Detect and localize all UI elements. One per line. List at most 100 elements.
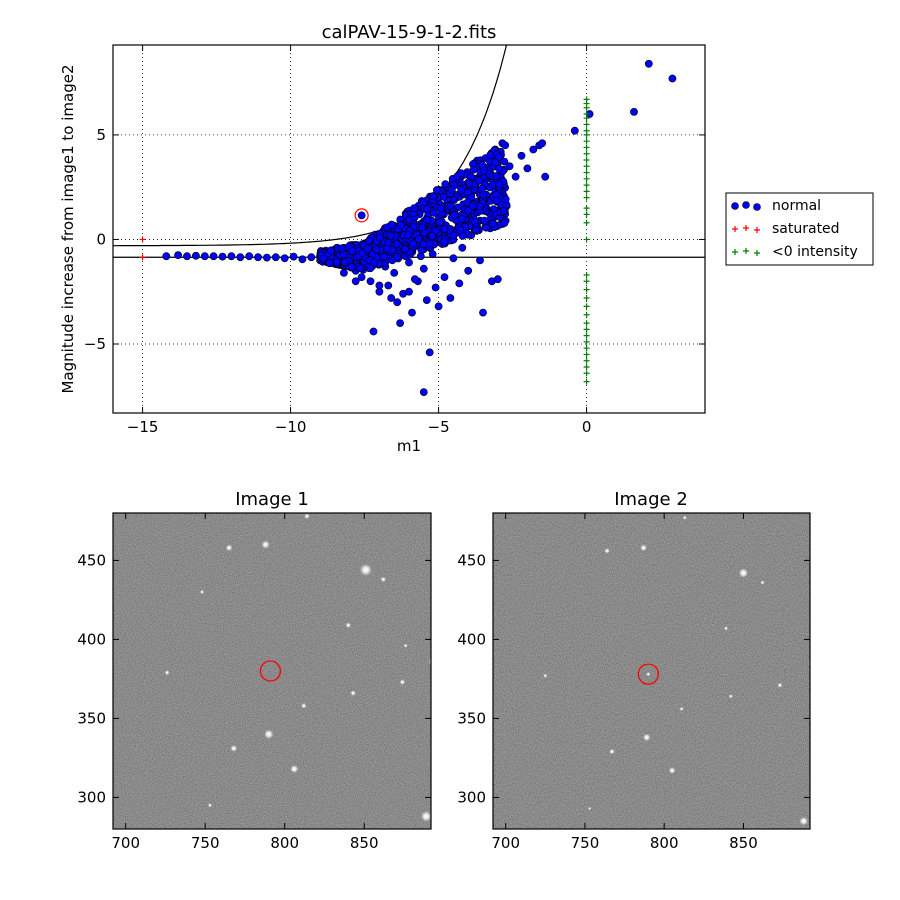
normal-point [456, 169, 465, 177]
normal-point [209, 252, 218, 261]
normal-point [262, 253, 271, 262]
normal-point [289, 252, 298, 261]
negative-intensity-point [583, 104, 590, 111]
normal-point [174, 251, 182, 259]
normal-point [493, 275, 502, 284]
normal-point [307, 253, 316, 262]
normal-point [339, 268, 348, 277]
negative-intensity-point [583, 332, 590, 339]
negative-intensity-point [583, 311, 590, 318]
x-tick-label: 0 [582, 418, 592, 436]
normal-point [441, 180, 450, 189]
normal-point [376, 233, 384, 242]
star [609, 748, 615, 755]
scatter-frame [112, 44, 706, 414]
target-circle [637, 663, 659, 685]
normal-point [200, 252, 209, 261]
normal-point [437, 204, 445, 213]
negative-intensity-point [583, 188, 590, 195]
normal-point [440, 237, 449, 246]
normal-point [392, 252, 401, 261]
normal-point [227, 252, 236, 261]
normal-point [191, 251, 200, 260]
normal-point [218, 252, 227, 261]
normal-point [414, 235, 423, 243]
normal-point [472, 225, 480, 234]
normal-point [458, 243, 467, 252]
normal-point [396, 319, 404, 327]
normal-point [429, 192, 438, 201]
scatter-title: calPAV-15-9-1-2.fits [322, 22, 497, 43]
star [642, 733, 651, 742]
star [428, 657, 431, 666]
scatter-ticks: −15 −10 −5 0 −5 0 5 [84, 45, 705, 436]
x-tick-label: 800 [270, 834, 299, 852]
star [728, 694, 733, 699]
star [543, 673, 548, 678]
normal-point [644, 59, 653, 68]
normal-point [358, 249, 367, 258]
normal-point [479, 308, 487, 317]
y-tick-label: 450 [457, 551, 486, 569]
image1-stars [164, 513, 431, 835]
negative-intensity-point [583, 295, 590, 301]
normal-point [183, 252, 191, 261]
normal-point [422, 215, 431, 224]
star [799, 816, 809, 826]
negative-intensity-point [583, 150, 590, 157]
normal-point [529, 145, 538, 154]
negative-intensity-point [583, 345, 590, 352]
legend-negative-label: <0 intensity [772, 244, 858, 260]
normal-point [455, 279, 464, 288]
image2-highlight-circle [637, 663, 659, 685]
image2-frame [492, 512, 811, 830]
negative-intensity-point [583, 121, 590, 128]
normal-point [495, 180, 504, 189]
negative-intensity-point [583, 219, 590, 226]
negative-intensity-point [583, 194, 590, 201]
normal-point [423, 204, 432, 213]
y-axis-label: Magnitude increase from image1 to image2 [59, 64, 77, 393]
star [682, 515, 687, 520]
normal-point [464, 266, 473, 275]
negative-intensity-point [583, 163, 590, 170]
normal-point [469, 165, 478, 174]
negative-intensity-point [583, 138, 590, 145]
star [604, 548, 610, 554]
normal-point [383, 244, 392, 253]
normal-point [495, 152, 503, 161]
star [777, 682, 783, 688]
normal-point [387, 220, 396, 229]
star [304, 513, 310, 519]
negative-intensity-point [583, 326, 590, 333]
star [225, 544, 233, 552]
normal-point [410, 275, 419, 284]
star [588, 806, 592, 811]
normal-point [538, 139, 547, 148]
normal-point [440, 273, 449, 281]
legend-saturated-marker [732, 225, 760, 233]
normal-point [348, 247, 357, 255]
y-tick-label: 450 [77, 551, 106, 569]
normal-point [422, 296, 431, 304]
normal-point [439, 192, 448, 201]
normal-point [332, 257, 341, 266]
normal-point [366, 277, 375, 286]
x-tick-label: 850 [350, 834, 379, 852]
star [290, 764, 299, 774]
image2-ticks: 700 750 800 850 300 350 400 450 [457, 513, 810, 852]
negative-intensity-point [583, 378, 590, 385]
legend-normal-label: normal [772, 198, 821, 214]
image2-panel: Image 2 700 750 800 850 300 350 400 450 [457, 489, 811, 852]
normal-point [400, 244, 409, 253]
normal-point [486, 151, 495, 159]
normal-point [429, 208, 438, 217]
star [723, 626, 729, 631]
normal-point [419, 264, 428, 273]
normal-point [478, 184, 487, 193]
star [345, 622, 352, 628]
normal-point [392, 239, 401, 248]
normal-point [449, 254, 458, 263]
negative-intensity-point [583, 278, 590, 285]
star [179, 829, 185, 835]
